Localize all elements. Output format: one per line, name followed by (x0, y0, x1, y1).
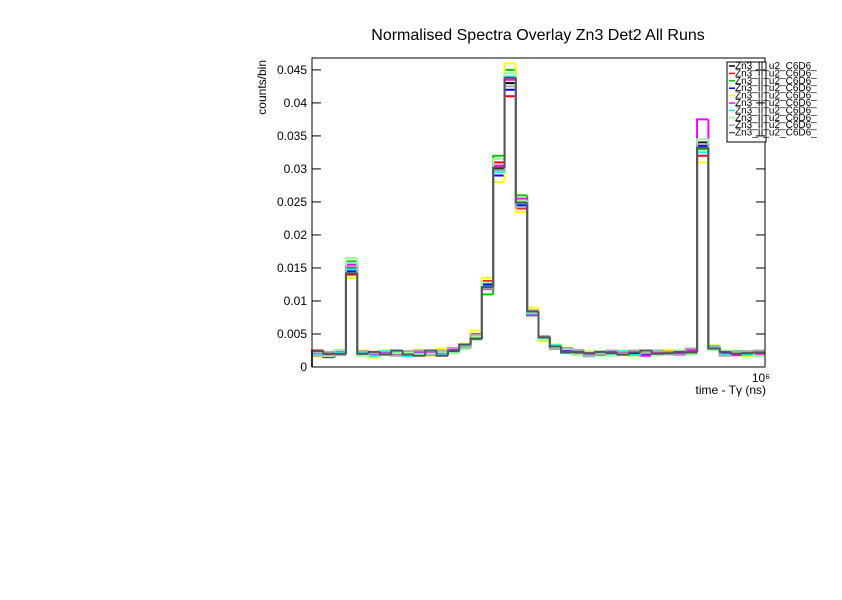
histogram-bin (390, 349, 403, 355)
legend-label: Zn3_II_u2_C6D6_ (735, 83, 817, 94)
histogram-bin (650, 350, 664, 355)
plot-area (311, 62, 765, 367)
histogram-bin (446, 346, 460, 351)
histogram-bin (503, 76, 516, 168)
y-tick-label: 0.03 (284, 162, 308, 176)
y-tick-label: 0.02 (284, 228, 308, 242)
legend (726, 61, 767, 143)
y-tick-label: 0.025 (277, 195, 307, 209)
histogram-bin (707, 147, 720, 350)
histogram-bin (594, 353, 607, 357)
legend-label: Zn3_II_u2_C6D6_ (735, 128, 817, 139)
histogram-bin (367, 350, 380, 354)
histogram-bin (605, 351, 618, 355)
x-tick-label: 10⁶ (752, 371, 770, 385)
legend-entries: Zn3_II_u2_C6D6_Zn3_II_u2_C6D6_Zn3_II_u2_… (729, 61, 817, 139)
histogram-bin (741, 350, 754, 353)
histogram-bin (378, 351, 392, 356)
histogram-bin (458, 346, 471, 349)
legend-label: Zn3_II_u2_C6D6_ (735, 105, 817, 116)
histogram-bin (582, 351, 596, 355)
histogram-bin (696, 146, 709, 353)
histogram-bin (673, 354, 686, 357)
histogram-bin (684, 351, 698, 354)
y-tick-label: 0.015 (277, 261, 307, 275)
histogram-bin (492, 166, 505, 288)
histogram-bin (662, 352, 675, 355)
histogram-bin (469, 337, 482, 345)
histogram-bin (718, 348, 732, 353)
histogram-bin (752, 349, 765, 352)
y-tick-label: 0.035 (277, 129, 307, 143)
y-tick-label: 0.045 (277, 63, 307, 77)
histogram-bin (616, 353, 630, 356)
legend-label: Zn3_II_u2_C6D6_ (735, 76, 817, 87)
histogram-bin (594, 350, 607, 354)
histogram-bin (424, 349, 437, 356)
legend-label: Zn3_II_u2_C6D6_ (735, 91, 817, 102)
histogram-bin (526, 202, 539, 313)
legend-label: Zn3_II_u2_C6D6_ (735, 120, 817, 131)
x-axis-label: time - Tγ (ns) (696, 383, 766, 397)
histogram-bin (730, 351, 743, 355)
histogram-bin (718, 349, 732, 352)
histogram-bin (571, 347, 584, 351)
histogram-bin (673, 350, 686, 354)
legend-label: Zn3_II_u2_C6D6_ (735, 68, 817, 79)
y-tick-label: 0.005 (277, 327, 307, 341)
histogram-bin (435, 350, 448, 357)
y-tick-label: 0 (300, 360, 307, 374)
histogram-bin (548, 337, 562, 348)
histogram-bin (628, 351, 641, 355)
histogram-bin (446, 350, 460, 356)
y-axis-label: counts/bin (255, 60, 269, 115)
y-tick-label: 0.04 (284, 96, 308, 110)
histogram-bin (480, 286, 494, 339)
histogram-bin (741, 352, 754, 355)
histogram-bin (344, 272, 358, 354)
histogram-bin (514, 77, 528, 204)
histogram-bin (752, 351, 765, 354)
legend-label: Zn3_II_u2_C6D6_ (735, 61, 817, 72)
chart-title: Normalised Spectra Overlay Zn3 Det2 All … (371, 27, 704, 44)
legend-label: Zn3_II_u2_C6D6_ (735, 98, 817, 109)
histogram-bin (322, 351, 335, 355)
histogram-bin (458, 343, 471, 352)
histogram-bin (571, 350, 584, 353)
histogram-bin (537, 311, 550, 339)
histogram-bin (356, 273, 369, 355)
legend-label: Zn3_II_u2_C6D6_ (735, 113, 817, 124)
y-tick-label: 0.01 (284, 294, 308, 308)
histogram-bin (412, 354, 426, 357)
histogram-bin (639, 349, 652, 353)
histogram-bin (412, 349, 426, 352)
histogram-bin (560, 346, 573, 354)
frame (311, 57, 766, 368)
histogram-bin (401, 350, 414, 356)
